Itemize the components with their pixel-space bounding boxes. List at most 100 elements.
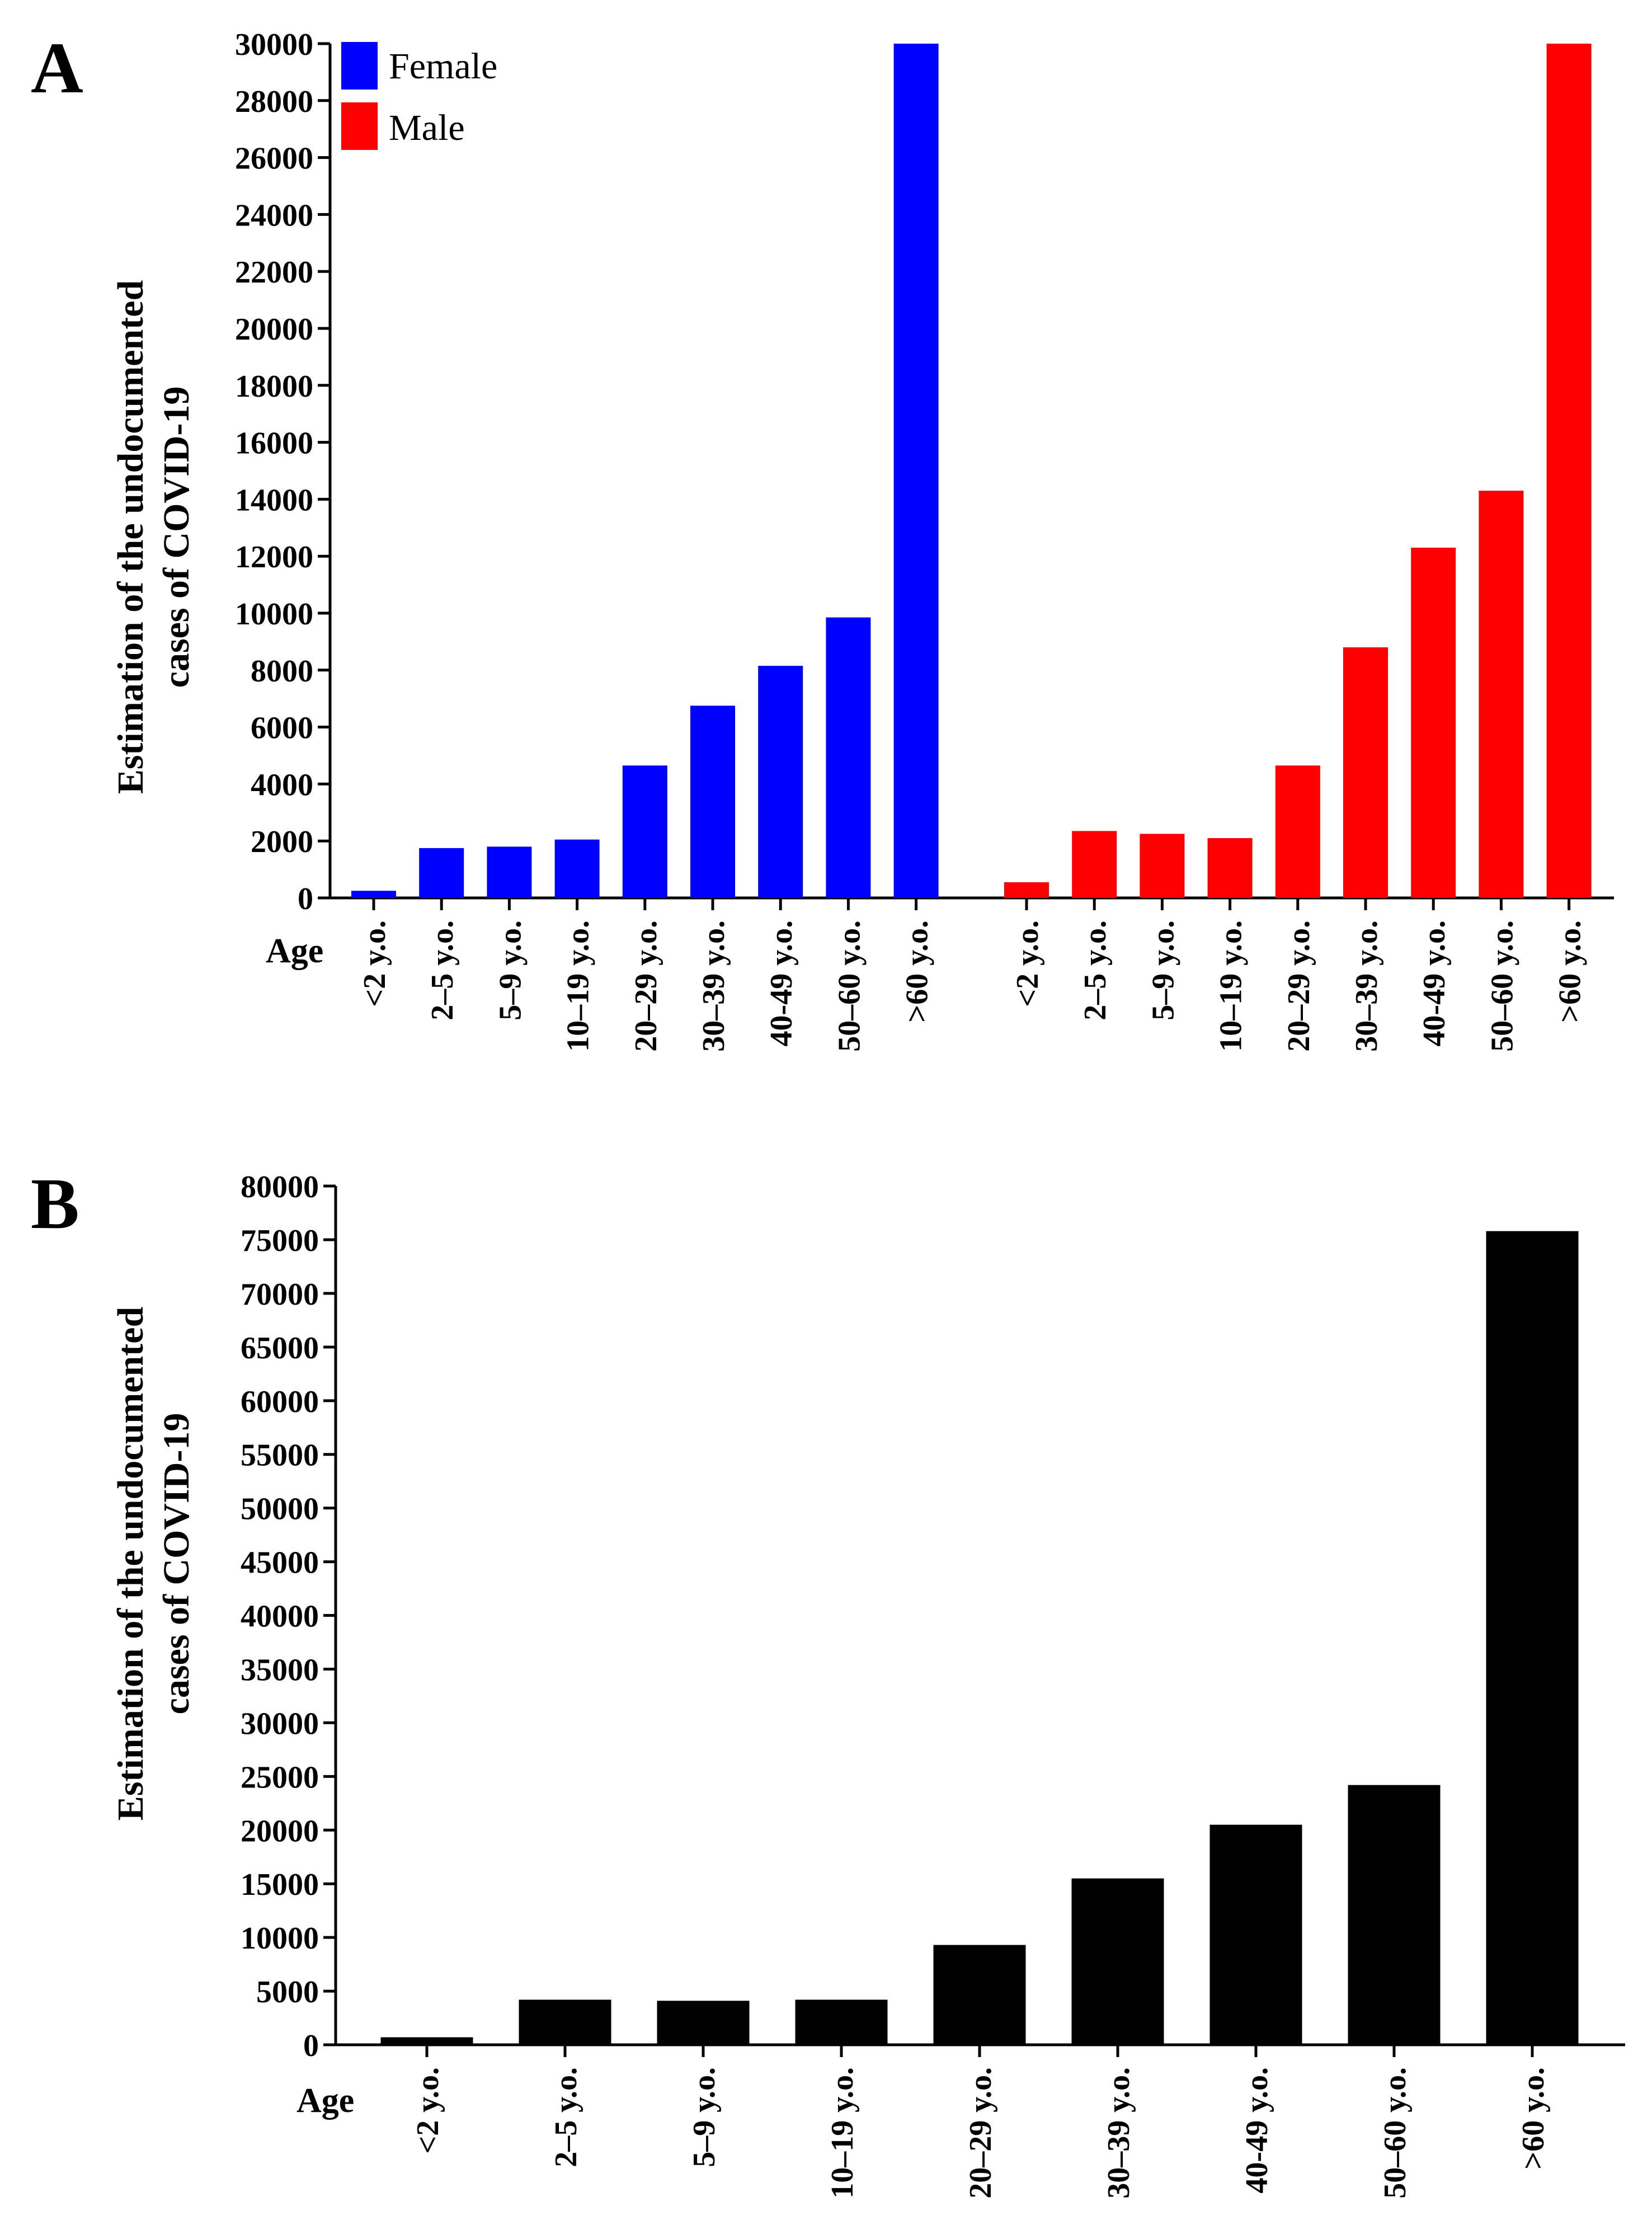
panel-b-bar-total-1: [519, 1999, 611, 2045]
legend-label-male: Male: [389, 107, 465, 148]
panel-a-xtick-label: 5–9 y.o.: [1146, 920, 1180, 1020]
panel-a-xtick-label: <2 y.o.: [357, 920, 392, 1007]
panel-a-xtick-label: >60 y.o.: [900, 920, 935, 1023]
panel-a-ytick-label: 18000: [235, 369, 313, 404]
panel-b-ylabel-line1: Estimation of the undocumented: [110, 1307, 151, 1821]
panel-b-xtick-label: <2 y.o.: [411, 2067, 445, 2154]
panel-a-bar-male-7: [1479, 491, 1524, 898]
panel-a-xtick-label: 10–19 y.o.: [561, 920, 596, 1052]
panel-b-letter: B: [31, 1164, 79, 1244]
panel-a-ylabel: Estimation of the undocumented cases of …: [110, 280, 197, 794]
panel-a-xtick-label: 30–39 y.o.: [1349, 920, 1384, 1052]
panel-a-ytick-label: 14000: [235, 483, 313, 517]
panel-b-ytick-label: 75000: [241, 1224, 319, 1258]
panel-a-bar-female-4: [622, 765, 667, 898]
panel-a-bar-male-1: [1072, 831, 1117, 898]
panel-a-ytick-label: 0: [298, 882, 313, 916]
panel-a-xtick-label: 30–39 y.o.: [696, 920, 731, 1052]
panel-a-xtick-label: 20–29 y.o.: [1282, 920, 1316, 1052]
panel-a-bar-male-6: [1411, 547, 1456, 898]
panel-a-ytick-label: 4000: [251, 768, 313, 802]
panel-a-bar-female-8: [893, 44, 939, 898]
panel-a-ytick-label: 22000: [235, 255, 313, 290]
panel-a-ytick-label: 26000: [235, 142, 313, 176]
panel-b-bar-total-7: [1348, 1785, 1441, 2045]
panel-a-ytick-label: 8000: [251, 654, 313, 689]
panel-a-bar-male-8: [1546, 44, 1592, 898]
panel-a-bar-male-2: [1140, 834, 1185, 898]
panel-a-ytick-label: 28000: [235, 84, 313, 119]
legend-label-female: Female: [389, 46, 497, 87]
panel-b-ytick-label: 5000: [256, 1975, 319, 2010]
panel-a-xtick-label: 10–19 y.o.: [1214, 920, 1249, 1052]
panel-a-xtick-label: >60 y.o.: [1553, 920, 1588, 1023]
panel-a-xtick-label: 50–60 y.o.: [832, 920, 867, 1052]
panel-b-ytick-label: 60000: [241, 1385, 319, 1419]
panel-b-bar-total-2: [657, 2001, 750, 2045]
panel-b-bar-total-3: [795, 1999, 888, 2045]
panel-b-ytick-label: 20000: [241, 1814, 319, 1848]
panel-a-ylabel-line2: cases of COVID-19: [156, 387, 197, 688]
panel-a-bar-male-0: [1004, 882, 1049, 898]
panel-b-bar-total-4: [933, 1945, 1026, 2045]
panel-a-bar-female-2: [487, 846, 532, 898]
panel-a-xtick-label: 20–29 y.o.: [629, 920, 663, 1052]
panel-b-plot: 0 5000 10000 15000 20000 25000 30000 35000 40000…: [241, 1170, 1625, 2199]
panel-b-ytick-label: 15000: [241, 1867, 319, 1902]
panel-b-ytick-label: 50000: [241, 1492, 319, 1527]
panel-b-ytick-label: 45000: [241, 1546, 319, 1580]
panel-b-bar-total-8: [1486, 1231, 1579, 2045]
panel-a-bar-female-7: [826, 617, 871, 898]
panel-a-ytick-label: 2000: [251, 825, 313, 859]
panel-a-xtick-label: <2 y.o.: [1010, 920, 1045, 1007]
panel-b-xtick-label: >60 y.o.: [1516, 2067, 1551, 2170]
panel-b-xtick-label: 2–5 y.o.: [549, 2067, 583, 2167]
legend: Female Male: [341, 42, 497, 150]
panel-a-bar-female-6: [758, 666, 803, 898]
panel-b-ytick-label: 0: [303, 2029, 319, 2063]
panel-a-bar-male-5: [1343, 647, 1388, 898]
panel-a-letter: A: [31, 28, 83, 109]
panel-b-bar-total-0: [380, 2037, 473, 2045]
panel-b-xtick-label: 40-49 y.o.: [1240, 2067, 1274, 2194]
panel-b-xtick-label: 20–29 y.o.: [963, 2067, 998, 2199]
panel-b-xtick-label: 10–19 y.o.: [825, 2067, 860, 2199]
panel-b-ytick-label: 40000: [241, 1599, 319, 1634]
panel-a-bar-female-5: [690, 705, 735, 898]
panel-a-ytick-label: 10000: [235, 597, 313, 632]
panel-a-ylabel-line1: Estimation of the undocumented: [110, 280, 151, 794]
panel-b-ytick-label: 70000: [241, 1277, 319, 1312]
panel-a-ytick-label: 16000: [235, 426, 313, 461]
panel-b-ytick-label: 30000: [241, 1706, 319, 1741]
panel-b-ylabel-line2: cases of COVID-19: [156, 1413, 197, 1715]
panel-a-xtick-label: 50–60 y.o.: [1485, 920, 1519, 1052]
panel-b-xlabel: Age: [296, 2082, 354, 2120]
panel-b-ytick-label: 35000: [241, 1653, 319, 1687]
panel-a-bar-male-4: [1275, 765, 1320, 898]
panel-b-bar-total-6: [1209, 1824, 1302, 2045]
panel-a-xtick-label: 5–9 y.o.: [493, 920, 528, 1020]
panel-b-xtick-label: 30–39 y.o.: [1102, 2067, 1136, 2199]
panel-b-xtick-label: 50–60 y.o.: [1378, 2067, 1413, 2199]
panel-b-ytick-label: 55000: [241, 1438, 319, 1473]
panel-b-ylabel: Estimation of the undocumented cases of …: [110, 1307, 197, 1821]
panel-a-ytick-label: 30000: [235, 27, 313, 62]
panel-b-ytick-label: 25000: [241, 1760, 319, 1795]
panel-a-bar-male-3: [1207, 838, 1253, 898]
panel-a-xtick-label: 40-49 y.o.: [764, 920, 799, 1047]
panel-a-xlabel: Age: [266, 932, 323, 970]
panel-b-ytick-label: 10000: [241, 1921, 319, 1956]
panel-b-bar-total-5: [1071, 1878, 1164, 2045]
panel-b-ytick-label: 80000: [241, 1170, 319, 1204]
panel-a-plot: 0 2000 4000 6000 8000 10000 12000 14000 16000 180…: [235, 27, 1614, 1052]
panel-b-xtick-label: 5–9 y.o.: [687, 2067, 722, 2167]
legend-swatch-female: [341, 42, 378, 90]
panel-a-bar-female-0: [351, 891, 396, 898]
panel-a-bar-female-3: [554, 839, 600, 898]
panel-b-ytick-label: 65000: [241, 1331, 319, 1366]
panel-a-bar-female-1: [419, 848, 464, 898]
panel-a-xtick-label: 2–5 y.o.: [425, 920, 460, 1020]
legend-swatch-male: [341, 102, 378, 150]
panel-a-ytick-label: 20000: [235, 312, 313, 347]
